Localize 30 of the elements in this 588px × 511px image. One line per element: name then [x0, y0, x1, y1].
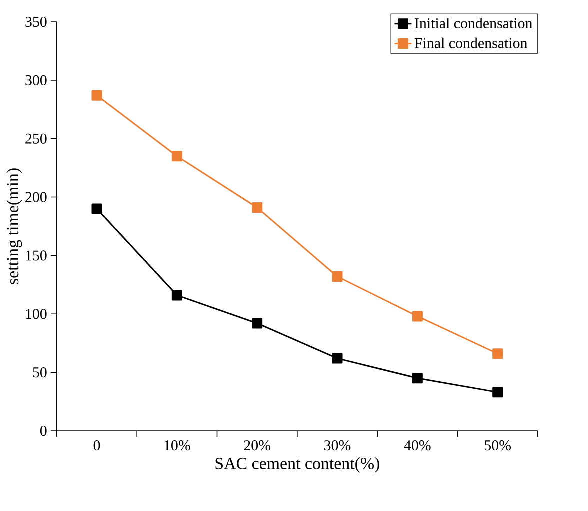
point	[172, 151, 182, 162]
y-tick-label: 100	[26, 309, 47, 320]
x-tick-label: 20%	[244, 440, 271, 451]
point	[332, 271, 343, 282]
x-tick-label: 10%	[164, 440, 190, 451]
legend-label: Final condensation	[414, 38, 528, 48]
point	[492, 348, 504, 360]
legend-label: Initial condensation	[415, 18, 533, 29]
point	[172, 290, 182, 301]
x-tick-label: 0	[94, 440, 100, 451]
point	[412, 311, 423, 322]
point	[412, 373, 423, 384]
y-tick-label: 200	[26, 192, 47, 202]
point	[252, 318, 263, 329]
y-tick-label: 150	[26, 250, 47, 261]
y-tick-label: 250	[26, 134, 47, 144]
point	[252, 202, 263, 214]
x-tick-label: 40%	[404, 440, 431, 451]
x-tick-label: 30%	[324, 440, 351, 451]
point	[92, 204, 102, 214]
y-tick-label: 50	[33, 368, 47, 378]
y-axis-title: setting time(min)	[6, 168, 22, 284]
point	[492, 387, 504, 398]
point	[332, 353, 343, 364]
y-tick-label: 0	[40, 426, 47, 436]
y-tick-label: 300	[26, 75, 47, 86]
x-tick-label: 50%	[485, 440, 512, 451]
point	[92, 90, 102, 101]
y-tick-label: 350	[26, 16, 47, 28]
x-axis-title: SAC cement content(%)	[216, 457, 380, 473]
